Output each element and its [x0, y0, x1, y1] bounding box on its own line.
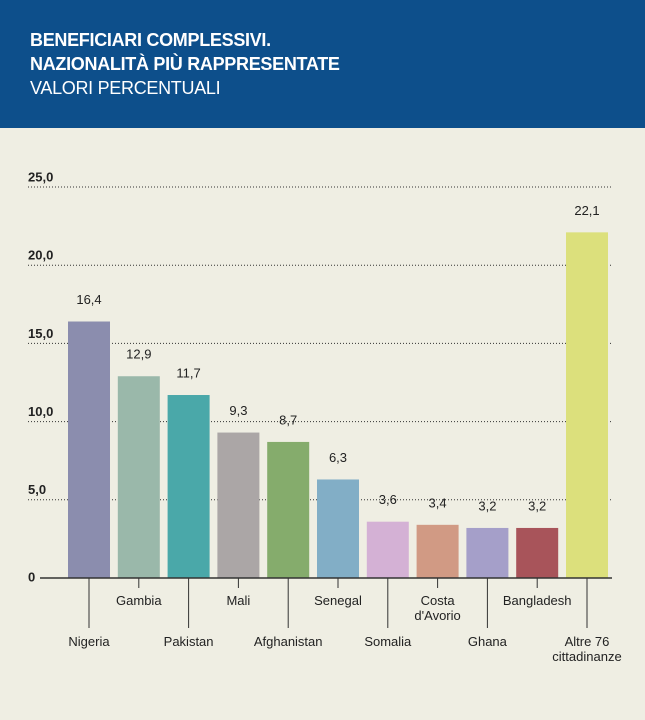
- x-tick-label: Altre 76 cittadinanze: [552, 634, 622, 664]
- value-label: 3,2: [478, 498, 496, 513]
- bar: [317, 479, 359, 578]
- y-tick-label: 15,0: [28, 326, 53, 341]
- x-tick-label: Ghana: [467, 634, 507, 649]
- header: BENEFICIARI COMPLESSIVI. NAZIONALITÀ PIÙ…: [0, 0, 645, 128]
- x-tick-label: Gambia: [116, 593, 162, 608]
- x-tick-label: Costa d'Avorio: [414, 593, 461, 623]
- y-tick-label: 25,0: [28, 169, 53, 184]
- x-tick-label: Afghanistan: [253, 634, 323, 649]
- x-tick-label: Bangladesh: [502, 593, 572, 608]
- x-tick-label: Pakistan: [163, 634, 214, 649]
- y-tick-label: 0: [28, 569, 35, 584]
- bar: [566, 232, 608, 578]
- chart-subtitle: VALORI PERCENTUALI: [30, 78, 221, 98]
- bar: [68, 321, 110, 578]
- y-tick-label: 20,0: [28, 248, 53, 263]
- value-label: 3,6: [379, 492, 397, 507]
- bar: [366, 521, 409, 578]
- chart-title: BENEFICIARI COMPLESSIVI. NAZIONALITÀ PIÙ…: [30, 30, 340, 74]
- value-label: 6,3: [329, 450, 347, 465]
- x-tick-label: Mali: [226, 593, 251, 608]
- x-tick-label: Senegal: [314, 593, 362, 608]
- bar: [466, 527, 509, 578]
- bar: [267, 441, 310, 578]
- x-tick-label: Somalia: [364, 634, 412, 649]
- value-label: 11,7: [176, 365, 200, 380]
- y-tick-label: 10,0: [28, 404, 53, 419]
- value-label: 8,7: [279, 412, 297, 427]
- value-label: 22,1: [574, 203, 599, 218]
- bar: [416, 524, 459, 578]
- value-label: 3,4: [429, 495, 447, 510]
- bar: [167, 395, 210, 578]
- value-label: 9,3: [229, 403, 247, 418]
- bar: [117, 376, 160, 578]
- value-label: 3,2: [528, 498, 546, 513]
- y-tick-label: 5,0: [28, 482, 46, 497]
- bar: [516, 527, 559, 578]
- x-tick-label: Nigeria: [68, 634, 110, 649]
- value-label: 16,4: [76, 292, 101, 307]
- value-label: 12,9: [126, 347, 151, 362]
- bar: [217, 432, 260, 578]
